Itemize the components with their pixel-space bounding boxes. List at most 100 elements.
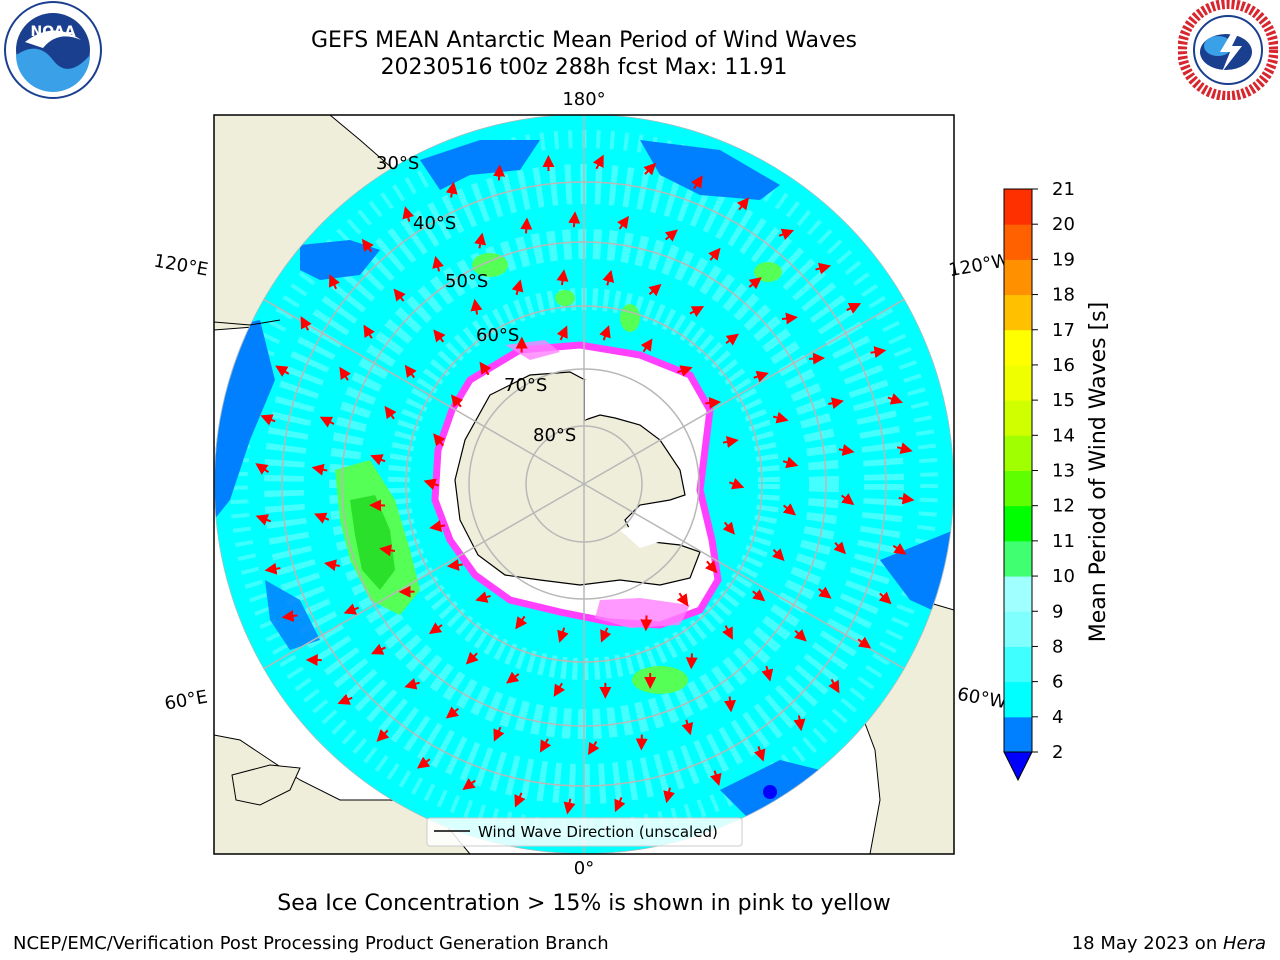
- wind-arrow: [520, 217, 533, 234]
- wind-arrow: [432, 255, 444, 272]
- wind-arrow: [793, 628, 807, 642]
- lat-label-40s: 40°S: [413, 213, 456, 234]
- credit-text: NCEP/EMC/Verification Post Processing Pr…: [13, 933, 609, 954]
- wind-arrow: [592, 154, 604, 170]
- wind-arrow: [404, 364, 417, 379]
- wind-arrow: [782, 456, 799, 469]
- wind-arrow: [681, 719, 694, 736]
- wind-arrow: [724, 696, 736, 713]
- wind-arrow: [600, 627, 612, 643]
- wind-arrow: [677, 365, 693, 377]
- blue-patch-aus: [300, 240, 380, 280]
- wind-arrow: [281, 609, 298, 622]
- colorbar-tick-label: 9: [1052, 601, 1063, 622]
- graticule: [214, 115, 954, 854]
- machine-name: Hera: [1222, 933, 1266, 954]
- wind-arrow: [898, 492, 915, 505]
- wind-arrow: [255, 463, 270, 475]
- wind-arrow: [736, 197, 750, 211]
- wind-arrow: [602, 269, 615, 286]
- wind-arrow: [710, 770, 722, 787]
- wind-arrow: [465, 651, 479, 665]
- blue-patch-north: [420, 140, 540, 190]
- colorbar-segment: [1004, 611, 1032, 647]
- blue-patch-northeast: [640, 140, 780, 200]
- map-frame: [213, 114, 955, 855]
- wind-arrow: [599, 325, 611, 341]
- green-core-west: [350, 495, 395, 590]
- wind-arrow: [704, 560, 718, 574]
- colorbar-tick-label: 17: [1052, 320, 1075, 341]
- wind-arrow: [870, 346, 887, 359]
- wind-arrow: [691, 175, 703, 190]
- wind-arrow: [793, 715, 806, 732]
- date-text: 18 May 2023 on Hera: [1072, 933, 1266, 954]
- colorbar-tick-label: 19: [1052, 249, 1075, 270]
- map-area: [214, 115, 954, 854]
- wind-arrow: [363, 324, 375, 339]
- colorbar-tick-label: 6: [1052, 672, 1063, 693]
- lat-label-60s: 60°S: [476, 325, 519, 346]
- wind-arrow: [475, 591, 491, 603]
- colorbar-tick-label: 8: [1052, 636, 1063, 657]
- colorbar-tick-label: 20: [1052, 214, 1075, 235]
- wind-arrow: [429, 520, 446, 532]
- wind-arrow: [771, 548, 785, 562]
- colorbar-tick-label: 15: [1052, 390, 1075, 411]
- wind-arrow: [878, 591, 892, 605]
- wind-arrow: [663, 787, 675, 804]
- colorbar-segment: [1004, 540, 1032, 577]
- colorbar-tick-label: 4: [1052, 707, 1063, 728]
- wind-wave-arrows: [255, 154, 915, 815]
- wind-arrow: [324, 559, 340, 572]
- noaa-logo: NOAA: [4, 1, 102, 99]
- africa-land: [214, 734, 471, 854]
- wind-arrow: [722, 521, 735, 535]
- wind-arrow: [361, 238, 374, 253]
- wind-arrow: [515, 615, 528, 630]
- wind-arrow: [376, 729, 390, 742]
- wind-arrow: [428, 622, 443, 635]
- wind-arrow: [462, 778, 476, 790]
- wind-arrow: [393, 288, 406, 302]
- wind-arrow: [722, 625, 733, 640]
- map-subtitle: 20230516 t00z 288h fcst Max: 11.91: [380, 55, 788, 80]
- wind-arrow: [754, 746, 766, 762]
- wind-arrow: [255, 514, 272, 526]
- wind-arrow: [708, 247, 721, 261]
- wind-arrow: [705, 397, 722, 409]
- colorbar-segment: [1004, 400, 1032, 436]
- wind-arrow: [275, 365, 290, 377]
- wind-arrow: [260, 414, 276, 426]
- wind-arrow: [343, 603, 360, 615]
- wind-arrow: [433, 433, 446, 447]
- wind-arrow: [557, 627, 569, 643]
- wind-arrow: [423, 478, 440, 491]
- wind-arrow: [728, 478, 745, 490]
- colorbar-tick-label: 21: [1052, 179, 1075, 200]
- colorbar-tick-label: 14: [1052, 425, 1075, 446]
- wind-arrow: [838, 444, 855, 456]
- lat-label-50s: 50°S: [445, 271, 488, 292]
- wind-arrow: [640, 338, 653, 353]
- lon-label-60e: 60°E: [163, 686, 209, 714]
- wind-arrow: [556, 269, 569, 286]
- lat-label-30s: 30°S: [376, 153, 419, 174]
- wind-arrow: [828, 397, 844, 410]
- wind-arrow: [446, 559, 463, 571]
- wind-arrow: [402, 206, 415, 222]
- wind-arrow: [479, 361, 492, 376]
- legend-label: Wind Wave Direction (unscaled): [478, 823, 718, 841]
- colorbar-segment: [1004, 294, 1032, 331]
- wind-arrow: [416, 756, 431, 769]
- wind-arrow: [506, 671, 520, 684]
- wind-arrow: [370, 643, 386, 655]
- wind-arrow: [725, 333, 739, 346]
- colorbar-segment: [1004, 224, 1032, 260]
- colorbar-segment: [1004, 716, 1032, 753]
- wind-arrow: [614, 797, 626, 813]
- wind-arrow: [617, 215, 629, 230]
- madagascar-land: [231, 764, 301, 806]
- wind-arrow: [722, 435, 739, 448]
- noaa-logo-text: NOAA: [31, 24, 76, 40]
